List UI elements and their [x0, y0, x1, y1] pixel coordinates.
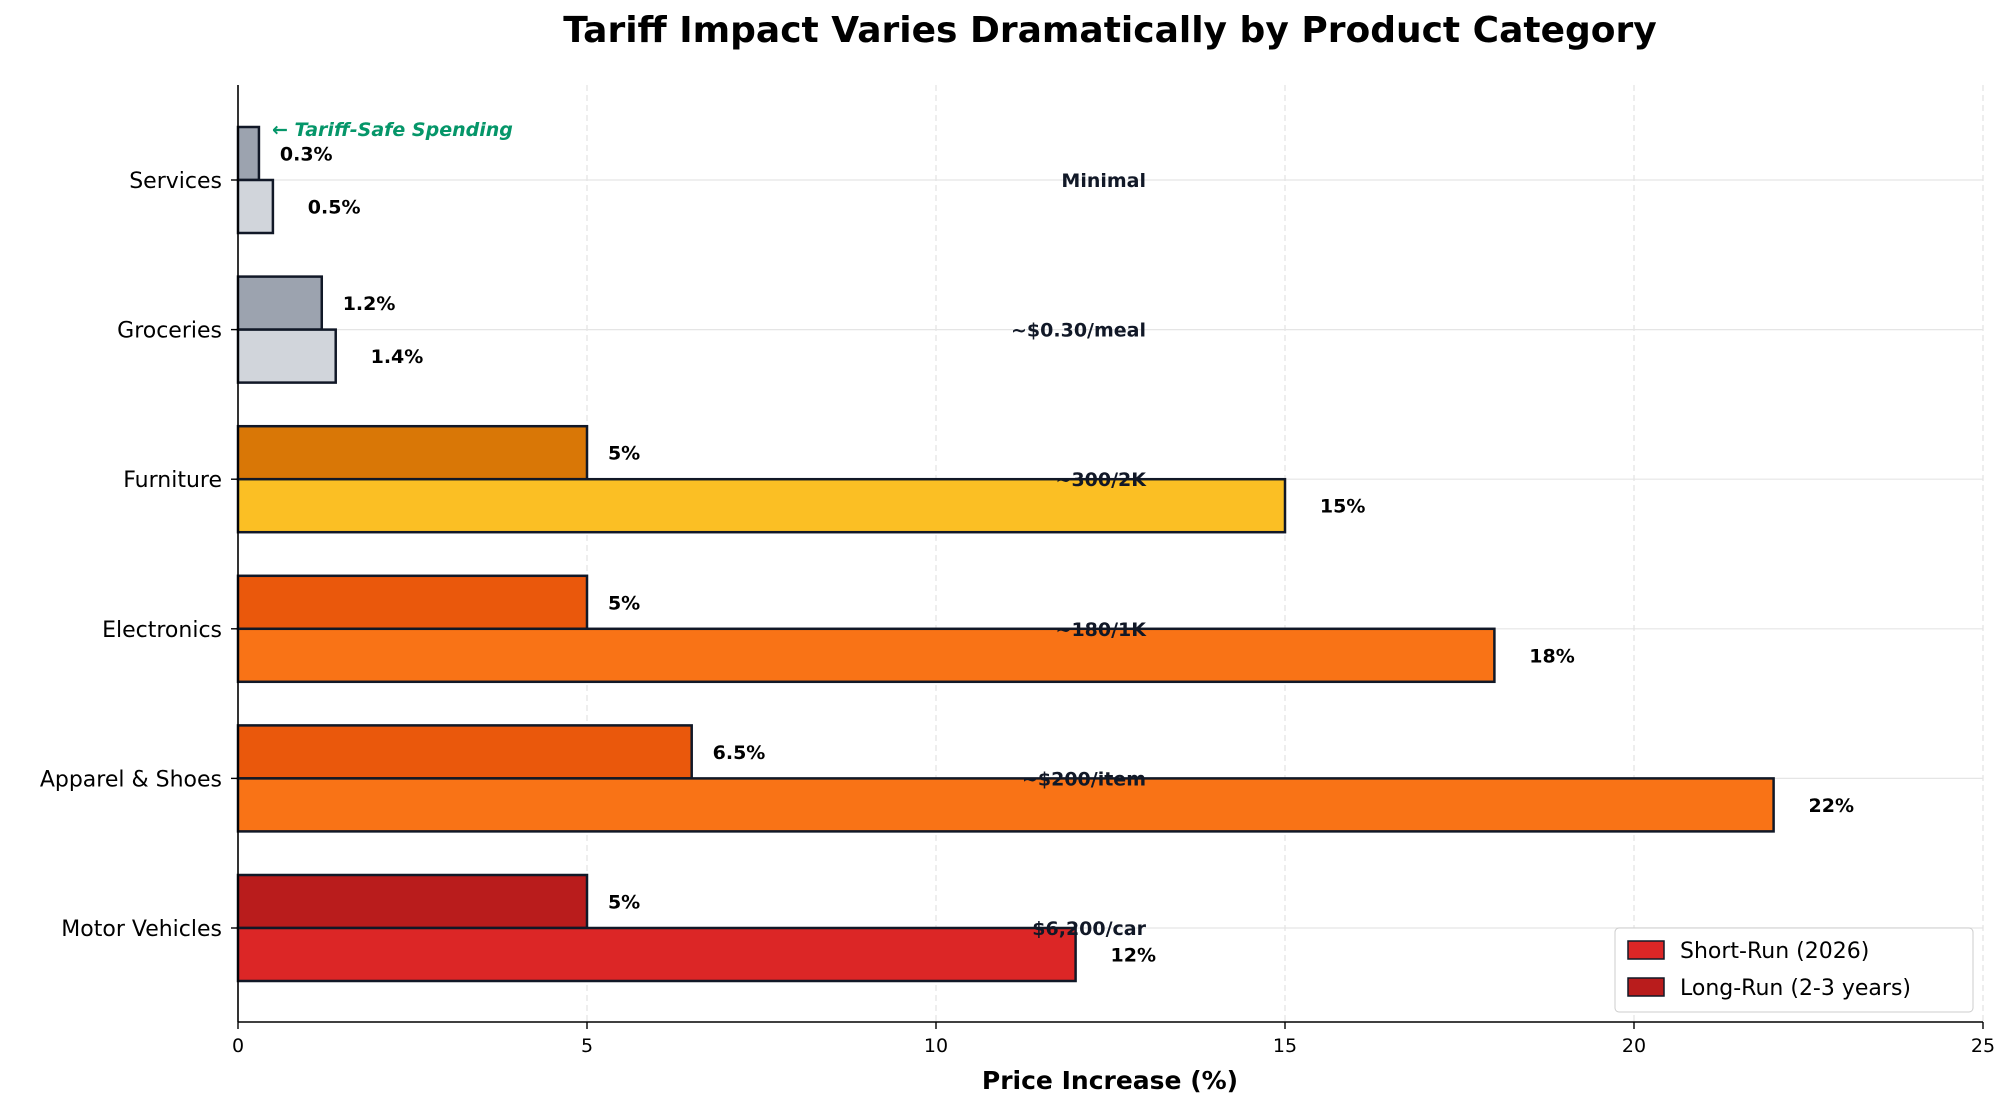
cost-annotation: Minimal [1061, 170, 1146, 192]
x-tick-label: 10 [924, 1035, 948, 1057]
value-label-long-run: 1.2% [343, 293, 396, 315]
bar-short-run [236, 477, 1287, 534]
category-label: Apparel & Shoes [40, 767, 222, 792]
value-label-short-run: 12% [1111, 945, 1156, 967]
bar-long-run [236, 873, 589, 930]
bar-long-run [236, 574, 589, 631]
category-label: Motor Vehicles [61, 917, 222, 942]
x-tick-label: 15 [1273, 1035, 1297, 1057]
bar-long-run [236, 125, 261, 182]
cost-annotation: ~180/1K [1056, 619, 1148, 641]
x-tick-label: 5 [581, 1035, 593, 1057]
bar-short-run [236, 627, 1496, 684]
legend-swatch-long-run [1627, 977, 1665, 997]
bar-long-run [236, 724, 693, 780]
category-label: Electronics [102, 618, 222, 643]
bar-short-run [236, 178, 275, 235]
legend-swatch-short-run [1627, 940, 1665, 960]
chart-title: Tariff Impact Varies Dramatically by Pro… [563, 10, 1656, 51]
value-label-long-run: 0.3% [280, 144, 333, 166]
bar-short-run [236, 926, 1077, 983]
bar-long-run [236, 275, 324, 331]
tariff-safe-callout: ← Tariff-Safe Spending [272, 119, 513, 141]
x-tick-label: 20 [1622, 1035, 1646, 1057]
value-label-long-run: 5% [608, 892, 640, 914]
value-label-long-run: 6.5% [713, 742, 766, 764]
value-label-long-run: 5% [608, 443, 640, 465]
legend-label-long-run: Long-Run (2-3 years) [1680, 976, 1911, 1001]
category-label: Groceries [117, 319, 222, 344]
cost-annotation: $6,200/car [1032, 918, 1146, 940]
value-label-short-run: 1.4% [371, 346, 424, 368]
bar-short-run [236, 777, 1775, 833]
category-label: Furniture [123, 468, 222, 493]
x-tick-label: 25 [1971, 1035, 1995, 1057]
value-label-short-run: 18% [1529, 645, 1574, 667]
value-label-short-run: 22% [1809, 795, 1854, 817]
value-label-long-run: 5% [608, 592, 640, 614]
value-label-short-run: 0.5% [308, 197, 361, 219]
bar-short-run [236, 328, 337, 384]
cost-annotation: ~$200/item [1022, 768, 1146, 790]
category-label: Services [129, 169, 222, 194]
value-label-short-run: 15% [1320, 496, 1365, 518]
cost-annotation: ~300/2K [1056, 469, 1148, 491]
bar-long-run [236, 424, 589, 481]
x-tick-label: 0 [232, 1035, 244, 1057]
legend: Short-Run (2026) Long-Run (2-3 years) [1614, 927, 1974, 1013]
cost-annotation: ~$0.30/meal [1011, 320, 1146, 342]
x-axis-label: Price Increase (%) [982, 1066, 1238, 1095]
legend-label-short-run: Short-Run (2026) [1680, 939, 1869, 964]
